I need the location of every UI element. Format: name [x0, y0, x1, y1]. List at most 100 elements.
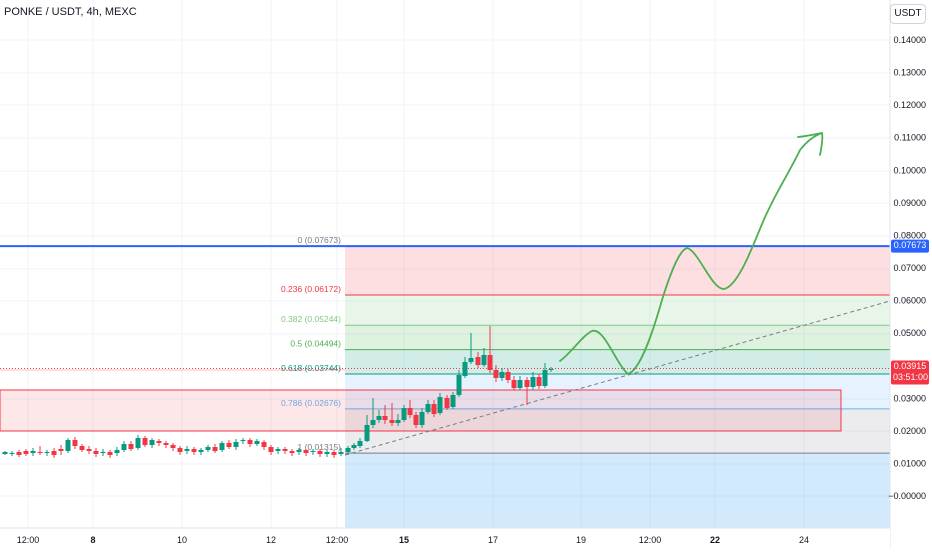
candle-down: [247, 440, 253, 444]
time-tick-label: 12:00: [326, 535, 349, 545]
price-tick-label: 0.08000: [893, 230, 926, 240]
candle-up: [121, 444, 127, 450]
fib-zone: [345, 349, 890, 375]
currency-button[interactable]: USDT: [890, 4, 926, 24]
candle-down: [524, 380, 530, 387]
candle-up: [357, 441, 363, 446]
trendline[interactable]: [344, 300, 891, 456]
candle-down: [191, 449, 197, 452]
candle-down: [128, 444, 134, 449]
candle-up: [456, 375, 462, 395]
candle-up: [219, 443, 225, 450]
price-tick-label: 0.12000: [893, 100, 926, 110]
candle-up: [468, 358, 474, 362]
price-tick-label: 0.13000: [893, 68, 926, 78]
fib-level-label: 0.618 (0.03744): [281, 363, 341, 373]
price-tick-label: 0.10000: [893, 165, 926, 175]
price-tick-label: 0.02000: [893, 426, 926, 436]
candle-down: [475, 357, 481, 365]
candle-up: [364, 425, 370, 441]
candle-up: [370, 420, 376, 425]
candle-up: [254, 441, 260, 444]
candle-down: [303, 450, 309, 453]
candle-down: [156, 441, 162, 443]
candle-up: [530, 377, 536, 387]
candle-up: [450, 395, 456, 407]
candle-down: [317, 451, 323, 454]
time-tick-label: 12:00: [17, 535, 40, 545]
candle-down: [261, 442, 267, 447]
fib-zone: [345, 294, 890, 326]
candle-up: [351, 445, 357, 448]
candle-up: [275, 449, 281, 451]
time-tick-label: 19: [576, 535, 586, 545]
fib-level-label: 0.786 (0.02676): [281, 398, 341, 408]
candle-up: [345, 448, 351, 452]
time-axis[interactable]: [0, 528, 890, 550]
time-tick-label: 8: [90, 535, 95, 545]
candle-down: [23, 451, 29, 454]
candle-down: [16, 452, 22, 455]
time-tick-label: 15: [399, 535, 409, 545]
price-tick-label: 0.03000: [893, 393, 926, 403]
candle-up: [240, 440, 246, 441]
candle-up: [135, 438, 141, 448]
candle-down: [93, 451, 99, 454]
candle-up: [30, 451, 36, 453]
candle-up: [310, 451, 316, 452]
fib-level-label: 0.5 (0.04494): [290, 339, 341, 349]
candle-up: [198, 450, 204, 452]
countdown-tag: 03:51:00: [893, 372, 929, 383]
time-tick-label: 10: [177, 535, 187, 545]
candle-up: [401, 408, 407, 420]
candle-down: [289, 451, 295, 453]
fib-level-label: 0.382 (0.05244): [281, 314, 341, 324]
time-tick-label: 24: [799, 535, 809, 545]
fib-zone: [345, 325, 890, 350]
candle-down: [177, 448, 183, 452]
candle-up: [425, 404, 431, 412]
time-tick-label: 17: [488, 535, 498, 545]
price-tick-label: 0.11000: [894, 133, 926, 143]
candle-down: [511, 380, 517, 388]
candle-down: [79, 446, 85, 450]
price-tick-label: 0.01000: [893, 458, 926, 468]
candle-up: [65, 440, 71, 451]
fib-level-label: 0 (0.07673): [298, 235, 342, 245]
candle-up: [542, 370, 548, 386]
candle-down: [170, 445, 176, 448]
candle-up: [481, 355, 487, 365]
candle-down: [37, 452, 43, 453]
projection-drawing[interactable]: [559, 132, 824, 375]
candle-down: [268, 447, 274, 452]
candle-down: [389, 420, 395, 423]
candle-up: [548, 369, 554, 370]
candle-up: [114, 450, 120, 453]
candle-down: [431, 404, 437, 414]
candle-up: [437, 397, 443, 413]
candle-up: [44, 452, 50, 453]
level-price-tag-bg: [891, 239, 929, 253]
price-tick-label: 0.09000: [893, 198, 926, 208]
candle-up: [184, 449, 190, 451]
candle-down: [142, 438, 148, 445]
candle-down: [107, 452, 113, 455]
price-tick-label: 0.06000: [893, 296, 926, 306]
candle-down: [331, 452, 337, 455]
candle-down: [163, 443, 169, 445]
candle-up: [338, 452, 344, 454]
time-tick-label: 12: [266, 535, 276, 545]
candle-up: [499, 372, 505, 378]
fib-zone: [345, 246, 890, 295]
fib-level-label: 1 (0.01315): [298, 442, 342, 452]
fib-zone-extension: [345, 453, 890, 528]
price-axis[interactable]: [890, 0, 932, 550]
candle-up: [395, 420, 401, 423]
candle-down: [487, 355, 493, 370]
candle-up: [100, 452, 106, 453]
candle-up: [149, 440, 155, 445]
candle-up: [296, 450, 302, 452]
price-tick-label: −0.00000: [888, 491, 926, 501]
